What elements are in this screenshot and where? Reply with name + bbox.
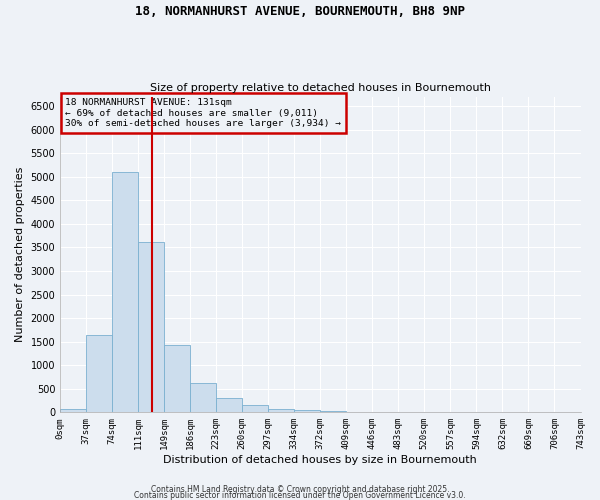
X-axis label: Distribution of detached houses by size in Bournemouth: Distribution of detached houses by size … bbox=[163, 455, 477, 465]
Text: 18 NORMANHURST AVENUE: 131sqm
← 69% of detached houses are smaller (9,011)
30% o: 18 NORMANHURST AVENUE: 131sqm ← 69% of d… bbox=[65, 98, 341, 128]
Bar bbox=[216, 398, 242, 412]
Y-axis label: Number of detached properties: Number of detached properties bbox=[15, 167, 25, 342]
Bar bbox=[295, 410, 320, 412]
Bar bbox=[242, 406, 268, 412]
Bar bbox=[112, 172, 138, 412]
Bar bbox=[320, 411, 346, 412]
Text: Contains public sector information licensed under the Open Government Licence v3: Contains public sector information licen… bbox=[134, 491, 466, 500]
Title: Size of property relative to detached houses in Bournemouth: Size of property relative to detached ho… bbox=[150, 83, 491, 93]
Bar bbox=[138, 242, 164, 412]
Text: Contains HM Land Registry data © Crown copyright and database right 2025.: Contains HM Land Registry data © Crown c… bbox=[151, 485, 449, 494]
Bar bbox=[190, 383, 216, 412]
Bar bbox=[164, 346, 190, 412]
Bar bbox=[268, 409, 295, 412]
Bar bbox=[60, 409, 86, 412]
Text: 18, NORMANHURST AVENUE, BOURNEMOUTH, BH8 9NP: 18, NORMANHURST AVENUE, BOURNEMOUTH, BH8… bbox=[135, 5, 465, 18]
Bar bbox=[86, 334, 112, 412]
